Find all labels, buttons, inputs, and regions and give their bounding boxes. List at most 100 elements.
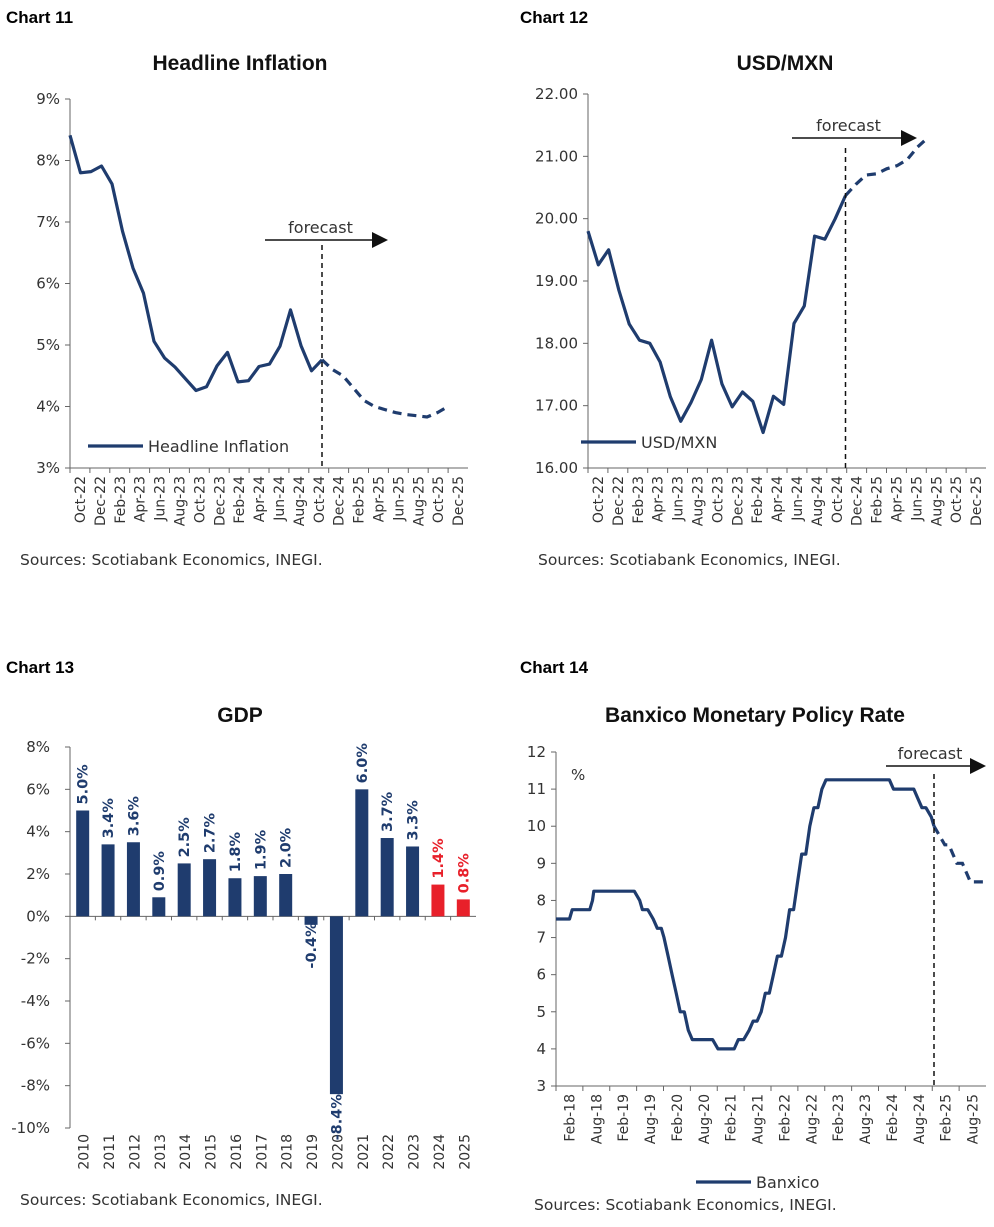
y-tick-label: 6% — [36, 275, 60, 293]
chart-13-label: Chart 13 — [6, 658, 75, 677]
y-tick-label: 5% — [36, 336, 60, 354]
legend-label: Headline Inflation — [148, 437, 289, 456]
y-tick-label: 6 — [536, 966, 546, 984]
x-tick-label: Oct-25 — [431, 476, 447, 523]
x-tick-label: 2011 — [102, 1134, 118, 1170]
x-tick-label: 2018 — [280, 1134, 296, 1170]
bar-2021 — [355, 789, 369, 917]
x-tick-label: Oct-22 — [591, 476, 607, 523]
usdmxn-line-chart: 16.00 17.00 18.00 19.00 20.00 21.00 22.00 Oct-2… — [535, 85, 986, 526]
y-tick-label: 11 — [527, 780, 546, 798]
chart-13-source: Sources: Scotiabank Economics, INEGI. — [20, 1191, 323, 1209]
forecast-annotation: forecast — [898, 744, 963, 763]
x-tick-label: 2024 — [432, 1134, 448, 1170]
bar-2020 — [329, 916, 343, 1095]
bar-2018 — [279, 874, 293, 917]
x-tick-label: Feb-23 — [831, 1094, 847, 1142]
y-tick-label: 6% — [26, 780, 50, 798]
bar-data-label: 5.0% — [76, 764, 92, 805]
legend-label: Banxico — [756, 1173, 819, 1192]
gdp-bar-chart: -10% -8% -6% -4% -2% 0% 2% 4% 6% 8% 2010 5.0% 2011 3.… — [11, 738, 476, 1170]
bar-2024 — [431, 884, 445, 917]
bar-data-label: 2.5% — [177, 817, 193, 858]
x-tick-label: Feb-25 — [870, 476, 886, 524]
y-tick-label: 8% — [36, 152, 60, 170]
x-tick-label: Feb-21 — [724, 1094, 740, 1142]
forecast-arrow-head — [901, 130, 917, 146]
banxico-line-chart: 3 4 5 6 7 8 9 10 11 12 Feb-18 Aug-18 Feb-19 Aug-19 Feb… — [527, 743, 986, 1192]
unit-label: % — [571, 766, 585, 784]
x-tick-label: Dec-23 — [730, 476, 746, 526]
bar-data-label: 2.0% — [279, 827, 295, 868]
x-tick-label: Dec-23 — [212, 476, 228, 526]
actual-series-line — [68, 134, 324, 393]
forecast-arrow-head — [372, 232, 388, 248]
bar-2014 — [177, 863, 191, 917]
x-tick-label: Dec-22 — [93, 476, 109, 526]
y-tick-label: 3% — [36, 459, 60, 477]
actual-series-line — [586, 194, 847, 435]
inflation-line-chart: 3%4%5%6%7%8%9%Oct-22 Dec-22 Feb-23 Apr-23 Ju… — [36, 90, 468, 526]
forecast-series-line — [320, 358, 449, 419]
x-tick-label: Aug-22 — [804, 1094, 820, 1144]
y-tick-label: 19.00 — [535, 272, 578, 290]
chart-12-title: USD/MXN — [736, 52, 834, 75]
bar-data-label: 3.6% — [126, 796, 142, 837]
x-tick-label: 2025 — [457, 1134, 473, 1170]
y-tick-label: 20.00 — [535, 210, 578, 228]
y-tick-label: -10% — [11, 1119, 50, 1137]
chart-14-source: Sources: Scotiabank Economics, INEGI. — [534, 1196, 837, 1214]
y-tick-label: 17.00 — [535, 397, 578, 415]
chart-14-title: Banxico Monetary Policy Rate — [605, 704, 905, 727]
x-tick-label: Aug-23 — [172, 476, 188, 526]
bar-2019 — [304, 916, 318, 925]
x-tick-label: Feb-24 — [750, 476, 766, 524]
bar-data-label: 0.8% — [456, 853, 472, 894]
x-tick-label: Feb-23 — [113, 476, 129, 524]
x-tick-label: Aug-24 — [292, 476, 308, 526]
y-tick-label: 9% — [36, 90, 60, 108]
y-tick-label: 4% — [26, 823, 50, 841]
bar-data-label: 1.9% — [253, 829, 269, 870]
x-tick-label: Aug-23 — [690, 476, 706, 526]
bar-2017 — [253, 876, 267, 917]
bar-2023 — [406, 846, 420, 917]
bar-data-label: 3.4% — [101, 798, 117, 839]
x-tick-label: Oct-23 — [192, 476, 208, 523]
x-tick-label: 2014 — [178, 1134, 194, 1170]
x-tick-label: Oct-25 — [949, 476, 965, 523]
forecast-series-line — [844, 136, 929, 197]
bar-2013 — [152, 897, 166, 917]
x-tick-label: Feb-23 — [631, 476, 647, 524]
bar-data-label: 2.7% — [203, 812, 219, 853]
bar-data-label: -8.4% — [329, 1094, 345, 1141]
chart-11-title: Headline Inflation — [152, 52, 328, 75]
y-tick-label: 0% — [26, 907, 50, 925]
x-tick-label: 2022 — [381, 1134, 397, 1170]
chart-11-label: Chart 11 — [6, 8, 74, 27]
bar-2015 — [203, 859, 217, 917]
x-tick-label: Aug-25 — [966, 1094, 982, 1144]
y-tick-label: 5 — [536, 1003, 546, 1021]
y-tick-label: -2% — [21, 950, 50, 968]
x-tick-label: Apr-25 — [889, 476, 905, 522]
bar-2011 — [101, 844, 115, 917]
forecast-annotation: forecast — [816, 116, 881, 135]
x-tick-label: Aug-21 — [751, 1094, 767, 1144]
x-tick-label: Oct-24 — [830, 476, 846, 523]
bar-data-label: 1.4% — [431, 838, 447, 879]
x-tick-label: Jun-25 — [391, 476, 407, 522]
x-tick-label: Feb-22 — [777, 1094, 793, 1142]
legend-label: USD/MXN — [641, 433, 717, 452]
x-tick-label: Feb-20 — [670, 1094, 686, 1142]
bar-data-label: -0.4% — [304, 922, 320, 969]
y-tick-label: 8 — [536, 891, 546, 909]
x-tick-label: Feb-25 — [352, 476, 368, 524]
x-tick-label: Apr-24 — [252, 476, 268, 522]
y-tick-label: 7% — [36, 213, 60, 231]
chart-11-source: Sources: Scotiabank Economics, INEGI. — [20, 551, 323, 569]
x-tick-label: Apr-25 — [371, 476, 387, 522]
actual-series-line — [556, 778, 936, 1051]
x-tick-label: 2020 — [330, 1134, 346, 1170]
x-tick-label: Feb-24 — [232, 476, 248, 524]
